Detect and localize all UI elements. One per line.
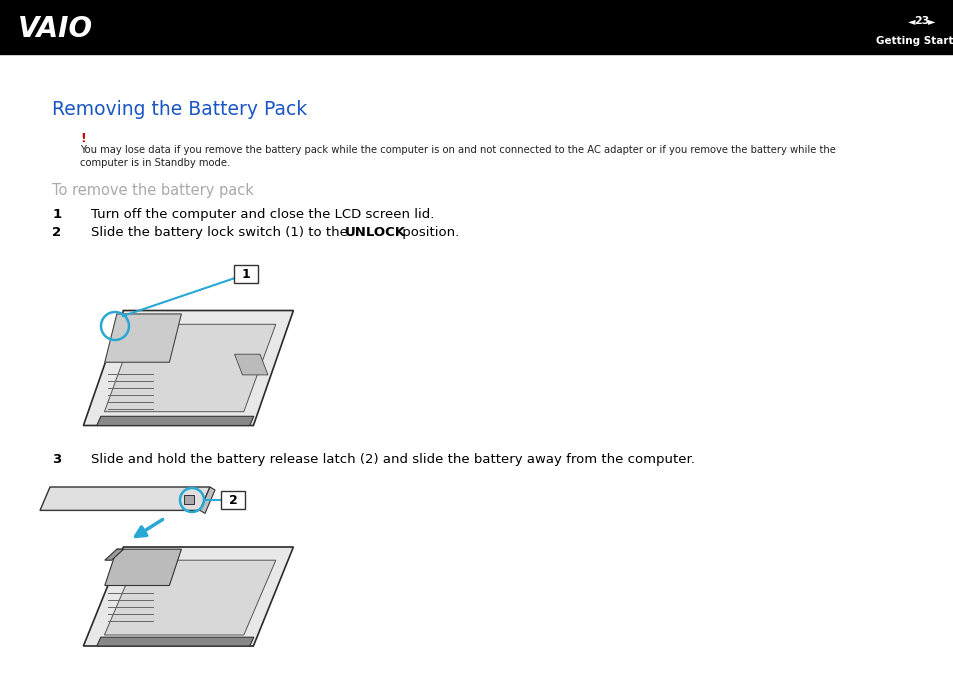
Text: 3: 3: [52, 453, 62, 466]
Polygon shape: [105, 549, 181, 586]
Polygon shape: [83, 311, 294, 425]
FancyBboxPatch shape: [233, 265, 257, 283]
Text: ►: ►: [927, 16, 935, 26]
Text: !: !: [80, 132, 86, 145]
Polygon shape: [104, 560, 275, 635]
Text: Removing the Battery Pack: Removing the Battery Pack: [52, 100, 308, 119]
Text: UNLOCK: UNLOCK: [344, 226, 405, 239]
Polygon shape: [105, 314, 181, 362]
Polygon shape: [105, 549, 124, 560]
Text: Turn off the computer and close the LCD screen lid.: Turn off the computer and close the LCD …: [91, 208, 434, 221]
Text: computer is in Standby mode.: computer is in Standby mode.: [80, 158, 231, 168]
Bar: [184, 495, 193, 504]
Text: ◄: ◄: [907, 16, 915, 26]
Text: position.: position.: [397, 226, 458, 239]
Text: 2: 2: [52, 226, 62, 239]
Polygon shape: [200, 487, 214, 514]
Text: 2: 2: [229, 493, 237, 506]
Polygon shape: [96, 417, 253, 425]
FancyBboxPatch shape: [221, 491, 245, 509]
Text: Slide the battery lock switch (1) to the: Slide the battery lock switch (1) to the: [91, 226, 352, 239]
Text: Getting Started: Getting Started: [875, 36, 953, 46]
Text: You may lose data if you remove the battery pack while the computer is on and no: You may lose data if you remove the batt…: [80, 145, 836, 155]
Bar: [0, 0, 953, 55]
Polygon shape: [96, 637, 253, 646]
Text: To remove the battery pack: To remove the battery pack: [52, 183, 254, 198]
Polygon shape: [234, 355, 268, 375]
Text: 23: 23: [913, 16, 929, 26]
Text: 1: 1: [52, 208, 62, 221]
Text: VAIO: VAIO: [18, 15, 93, 42]
Polygon shape: [104, 324, 275, 412]
Polygon shape: [83, 547, 294, 646]
Polygon shape: [40, 487, 210, 510]
Text: 1: 1: [241, 268, 250, 280]
Text: Slide and hold the battery release latch (2) and slide the battery away from the: Slide and hold the battery release latch…: [91, 453, 694, 466]
